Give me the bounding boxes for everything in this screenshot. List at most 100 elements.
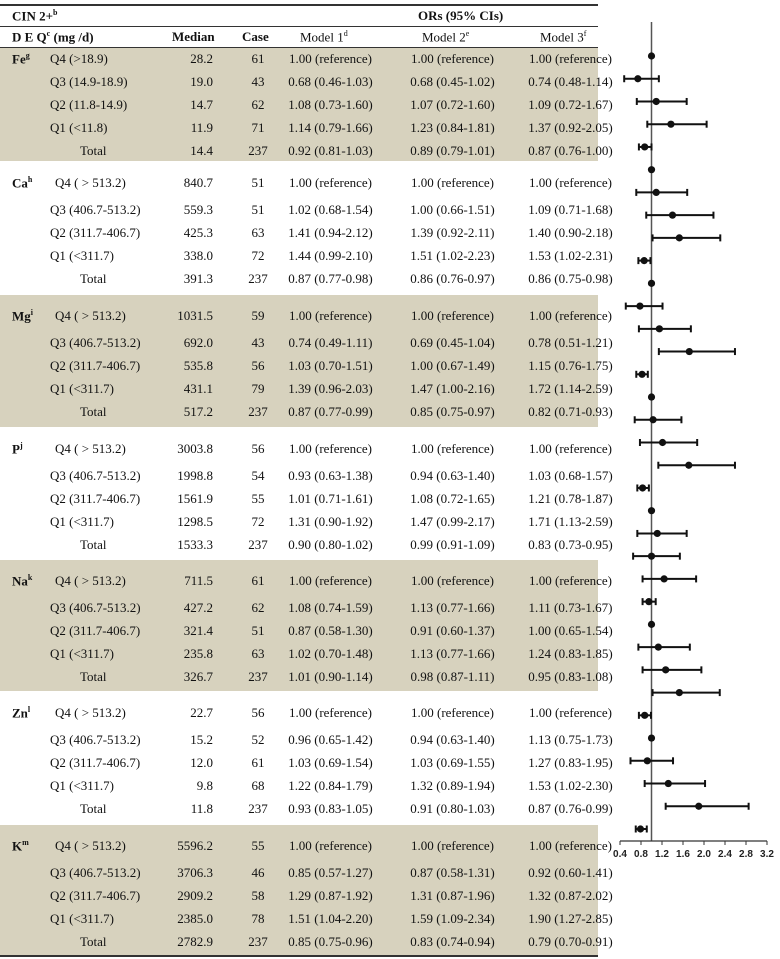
model2-or: 1.47 (0.99-2.17)	[410, 514, 495, 529]
table-row: Total 326.7 237 1.01 (0.90-1.14) 0.98 (0.87-…	[0, 669, 613, 685]
model2-or: 1.00 (reference)	[411, 837, 494, 853]
or-point	[654, 643, 662, 651]
or-point	[636, 302, 644, 310]
model3-or: 1.00 (reference)	[529, 704, 612, 720]
table-bottom-rule	[0, 955, 598, 957]
median-value: 28.2	[190, 51, 213, 66]
median-value: 235.8	[183, 646, 213, 661]
table-row: Q1 (<311.7) 9.8 68 1.22 (0.84-1.79) 1.32 (0.…	[0, 778, 613, 794]
table-row: Q3 (406.7-513.2) 3706.3 46 0.85 (0.57-1.27)…	[0, 865, 613, 881]
median-value: 1533.3	[177, 537, 213, 552]
x-tick-label: 0.4	[613, 849, 627, 860]
median-value: 15.2	[190, 732, 213, 747]
median-value: 559.3	[183, 202, 213, 217]
table-row: Q2 (311.7-406.7) 425.3 63 1.41 (0.94-2.12) 1…	[0, 225, 613, 241]
median-value: 3003.8	[177, 440, 213, 456]
table-row: Q3 (14.9-18.9) 19.0 43 0.68 (0.46-1.03) 0.68…	[0, 74, 613, 90]
quartile-label: Q1 (<311.7)	[50, 381, 114, 396]
model1-or: 1.39 (0.96-2.03)	[288, 381, 373, 396]
or-point	[668, 211, 677, 219]
case-count: 56	[251, 358, 265, 373]
model1-or: 1.00 (reference)	[289, 704, 372, 720]
or-point	[647, 393, 656, 401]
model1-or: 0.93 (0.63-1.38)	[288, 468, 373, 483]
quartile-label: Q2 (311.7-406.7)	[50, 358, 141, 373]
or-point	[647, 552, 656, 560]
model2-or: 1.08 (0.72-1.65)	[410, 491, 495, 506]
quartile-label: Q1 (<311.7)	[50, 514, 114, 529]
model3-or: 1.00 (0.65-1.54)	[528, 623, 613, 638]
model2-or: 1.47 (1.00-2.16)	[410, 381, 495, 396]
case-count: 51	[251, 174, 265, 190]
model1-or: 1.01 (0.90-1.14)	[288, 669, 373, 684]
model2-or: 1.51 (1.02-2.23)	[410, 248, 495, 263]
x-tick-label: 0.8	[634, 849, 648, 860]
quartile-label: Q2 (311.7-406.7)	[50, 225, 141, 240]
model2-or: 0.69 (0.45-1.04)	[410, 335, 495, 350]
or-point	[695, 802, 703, 810]
table-row: Km Q4 ( > 513.2) 5596.2 55 1.00 (reference) 1…	[0, 837, 612, 854]
or-point	[660, 575, 668, 583]
model2-or: 1.00 (reference)	[411, 440, 494, 456]
model3-or: 0.82 (0.71-0.93)	[528, 404, 613, 419]
or-point	[662, 666, 670, 674]
model2-or: 1.00 (0.67-1.49)	[410, 358, 495, 373]
model3-or: 1.53 (1.02-2.31)	[528, 248, 613, 263]
model1-or: 0.87 (0.58-1.30)	[288, 623, 373, 638]
table-row: Q2 (311.7-406.7) 12.0 61 1.03 (0.69-1.54) 1.…	[0, 755, 613, 771]
model2-or: 1.00 (reference)	[411, 307, 494, 323]
case-count: 59	[251, 307, 265, 323]
model1-or: 0.68 (0.46-1.03)	[288, 74, 373, 89]
nutrient-group-fe: Feg Q4 (>18.9) 28.2 61 1.00 (reference) 1.00 …	[0, 48, 613, 161]
x-tick-label: 2.4	[718, 849, 732, 860]
median-value: 11.9	[190, 120, 213, 135]
or-point	[641, 711, 649, 719]
model1-or: 1.29 (0.87-1.92)	[288, 888, 373, 903]
case-count: 72	[251, 248, 265, 263]
nutrient-group-mg: Mgi Q4 ( > 513.2) 1031.5 59 1.00 (reference)…	[0, 295, 613, 427]
quartile-label: Q1 (<311.7)	[50, 248, 114, 263]
median-value: 9.8	[196, 778, 213, 793]
table-row: Total 14.4 237 0.92 (0.81-1.03) 0.89 (0.79-1…	[0, 143, 613, 159]
model1-or: 1.44 (0.99-2.10)	[288, 248, 373, 263]
model3-or: 1.11 (0.73-1.67)	[528, 600, 613, 615]
or-point	[647, 734, 656, 742]
or-point	[640, 257, 648, 265]
median-value: 391.3	[183, 271, 213, 286]
x-tick-label: 3.2	[760, 849, 774, 860]
model2-or: 1.00 (reference)	[411, 51, 494, 66]
median-value: 427.2	[183, 600, 213, 615]
median-value: 14.4	[190, 143, 213, 158]
case-count: 61	[251, 51, 265, 66]
quartile-label: Q2 (311.7-406.7)	[50, 755, 141, 770]
quartile-label: Q4 ( > 513.2)	[55, 572, 126, 588]
header-row-1: CIN 2+b ORs (95% CIs)	[0, 8, 598, 26]
quartile-label: Q4 ( > 513.2)	[55, 704, 126, 720]
quartile-label: Q1 (<311.7)	[50, 778, 114, 793]
quartile-label: Q2 (311.7-406.7)	[50, 491, 141, 506]
table-row: Q1 (<11.8) 11.9 71 1.14 (0.79-1.66) 1.23 (0.…	[0, 120, 613, 136]
model1-or: 1.00 (reference)	[289, 572, 372, 588]
or-point	[647, 279, 656, 287]
nutrient-label: Pj	[12, 440, 23, 456]
model3-or: 1.90 (1.27-2.85)	[528, 911, 613, 926]
model1-or: 1.51 (1.04-2.20)	[288, 911, 373, 926]
model3-or: 1.00 (reference)	[529, 307, 612, 323]
table-row: Q1 (<311.7) 1298.5 72 1.31 (0.90-1.92) 1.47 …	[0, 514, 613, 530]
model3-or: 1.24 (0.83-1.85)	[528, 646, 613, 661]
median-value: 711.5	[184, 572, 213, 588]
model2-or: 0.99 (0.91-1.09)	[410, 537, 495, 552]
median-value: 692.0	[183, 335, 213, 350]
median-value: 5596.2	[177, 837, 213, 853]
table-row: Q2 (311.7-406.7) 1561.9 55 1.01 (0.71-1.61)…	[0, 491, 613, 507]
quartile-label: Total	[80, 669, 107, 684]
median-value: 11.8	[190, 801, 213, 816]
model2-or: 0.83 (0.74-0.94)	[410, 934, 495, 949]
forest-plot: 0.4 0.8 1.2 1.6 2.0 2.4 2.8 3.2	[613, 22, 774, 860]
or-point	[653, 529, 661, 538]
quartile-label: Q3 (406.7-513.2)	[50, 865, 141, 880]
table-row: Total 2782.9 237 0.85 (0.75-0.96) 0.83 (0.74…	[0, 934, 613, 950]
table-row: Pj Q4 ( > 513.2) 3003.8 56 1.00 (reference) 1…	[0, 440, 612, 457]
table-row: Total 391.3 237 0.87 (0.77-0.98) 0.86 (0.76-…	[0, 271, 613, 287]
median-value: 517.2	[183, 404, 213, 419]
